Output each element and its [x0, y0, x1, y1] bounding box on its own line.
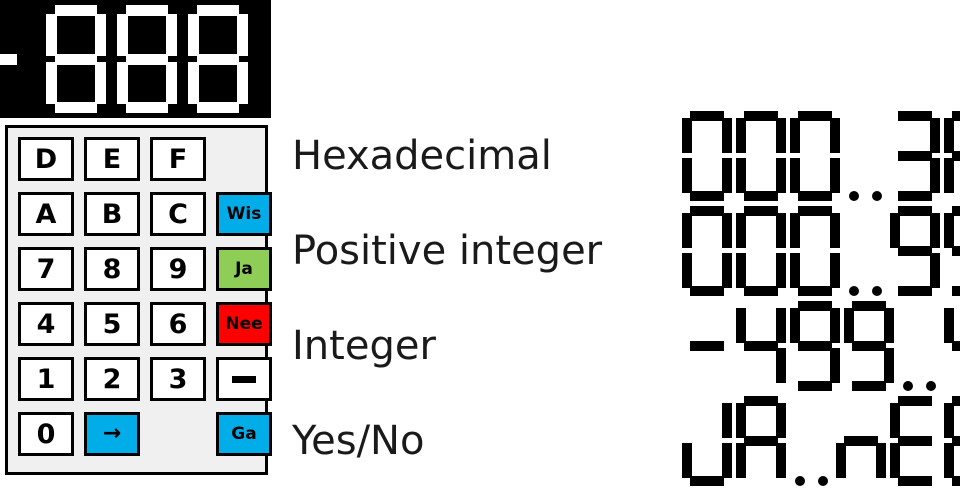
- legend-list: Hexadecimal Positive integer Integer Yes/No: [292, 108, 960, 486]
- seven-segment-display-panel: [0, 0, 271, 118]
- key-label: F: [168, 143, 188, 175]
- key-d[interactable]: D: [18, 137, 74, 181]
- key-label: 1: [36, 363, 56, 395]
- key-label: B: [101, 198, 123, 230]
- key-minus[interactable]: [216, 357, 272, 401]
- display-digit-1: [46, 5, 106, 113]
- legend-label: Yes/No: [292, 417, 425, 464]
- key-2[interactable]: 2: [84, 357, 140, 401]
- legend-range-value: [682, 395, 960, 486]
- key-label: E: [102, 143, 122, 175]
- key-label: Ga: [231, 423, 257, 444]
- arrow-right-icon: →: [102, 421, 122, 446]
- legend-row-integer: Integer: [292, 298, 960, 393]
- key-0[interactable]: 0: [18, 412, 74, 456]
- legend-label: Hexadecimal: [292, 132, 552, 179]
- legend-row-hexadecimal: Hexadecimal: [292, 108, 960, 203]
- key-6[interactable]: 6: [150, 302, 206, 346]
- legend-range-value: [682, 300, 960, 391]
- display-digit-2: [117, 5, 177, 113]
- key-empty-1: [216, 137, 272, 181]
- key-a[interactable]: A: [18, 192, 74, 236]
- key-label: 5: [102, 308, 122, 340]
- key-label: C: [168, 198, 188, 230]
- key-label: 9: [168, 253, 188, 285]
- key-label: 2: [102, 363, 122, 395]
- key-8[interactable]: 8: [84, 247, 140, 291]
- display-digit-3: [188, 5, 248, 113]
- key-label: 6: [168, 308, 188, 340]
- key-label: A: [35, 198, 57, 230]
- key-e[interactable]: E: [84, 137, 140, 181]
- key-ja[interactable]: Ja: [216, 247, 272, 291]
- key-f[interactable]: F: [150, 137, 206, 181]
- key-label: 3: [168, 363, 188, 395]
- key-9[interactable]: 9: [150, 247, 206, 291]
- key-label: Ja: [235, 258, 253, 279]
- key-wis[interactable]: Wis: [216, 192, 272, 236]
- key-label: 4: [36, 308, 56, 340]
- key-label: Nee: [225, 313, 263, 334]
- key-5[interactable]: 5: [84, 302, 140, 346]
- legend-range-value: [682, 110, 960, 201]
- key-label: 8: [102, 253, 122, 285]
- key-c[interactable]: C: [150, 192, 206, 236]
- key-label: D: [34, 143, 58, 175]
- key-4[interactable]: 4: [18, 302, 74, 346]
- key-label: 0: [36, 418, 56, 450]
- legend-row-yes-no: Yes/No: [292, 393, 960, 488]
- display-minus-sign: [0, 5, 26, 113]
- key-label: 7: [36, 253, 56, 285]
- key-empty-2: [150, 412, 206, 456]
- key-1[interactable]: 1: [18, 357, 74, 401]
- keypad-panel: D E F A B C Wis 7 8 9 Ja 4 5 6 Nee 1 2 3 0 → Ga: [5, 125, 272, 475]
- key-3[interactable]: 3: [150, 357, 206, 401]
- key-nee[interactable]: Nee: [216, 302, 272, 346]
- keypad-grid: D E F A B C Wis 7 8 9 Ja 4 5 6 Nee 1 2 3 0 → Ga: [18, 137, 272, 462]
- key-7[interactable]: 7: [18, 247, 74, 291]
- display-digits: [0, 5, 253, 113]
- legend-range-value: [682, 205, 960, 296]
- legend-label: Integer: [292, 322, 436, 369]
- key-label: Wis: [226, 203, 262, 224]
- key-enter-arrow[interactable]: →: [84, 412, 140, 456]
- legend-row-positive-integer: Positive integer: [292, 203, 960, 298]
- legend-label: Positive integer: [292, 227, 603, 274]
- key-b[interactable]: B: [84, 192, 140, 236]
- minus-icon: [232, 375, 256, 383]
- key-ga[interactable]: Ga: [216, 412, 272, 456]
